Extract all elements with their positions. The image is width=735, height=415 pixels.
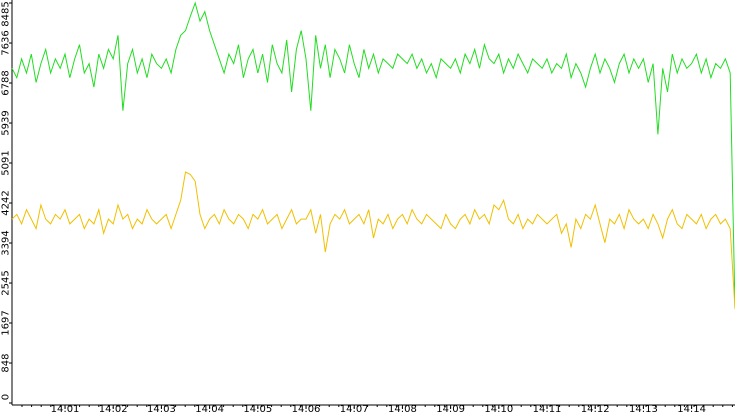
y-tick-label: 8485 (1, 1, 12, 26)
x-tick-label: 14:10 (484, 404, 513, 415)
y-tick-label: 6788 (1, 70, 12, 95)
y-tick-label: 4242 (1, 190, 12, 215)
y-tick-label: 848 (1, 353, 12, 372)
y-tick-label: 7636 (1, 30, 12, 55)
y-tick-label: 0 (1, 394, 12, 400)
y-tick-label: 5939 (1, 110, 12, 135)
x-tick-label: 14:02 (99, 404, 128, 415)
x-tick-label: 14:04 (195, 404, 224, 415)
y-tick-label: 2545 (1, 270, 12, 295)
y-tick-label: 3394 (1, 230, 12, 255)
x-tick-label: 14:13 (629, 404, 658, 415)
series-line (11, 1, 735, 309)
x-tick-label: 14:08 (388, 404, 417, 415)
x-tick-label: 14:05 (243, 404, 272, 415)
x-tick-label: 14:14 (677, 404, 706, 415)
x-tick-label: 14:01 (51, 404, 80, 415)
x-tick-label: 14:06 (292, 404, 321, 415)
series-line (11, 171, 735, 309)
x-tick-label: 14:12 (581, 404, 610, 415)
x-tick-label: 14:07 (340, 404, 369, 415)
y-tick-label: 1697 (1, 310, 12, 335)
x-tick-label: 14:09 (436, 404, 465, 415)
x-tick-label: 14:03 (147, 404, 176, 415)
x-tick-label: 14:11 (533, 404, 562, 415)
y-tick-label: 5091 (1, 150, 12, 175)
